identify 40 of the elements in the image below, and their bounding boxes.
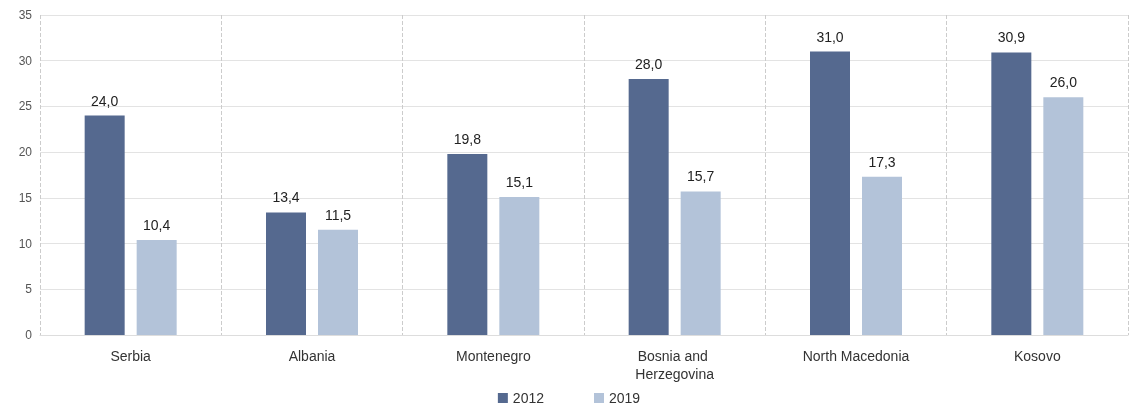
bar [136,239,177,335]
y-tick-label: 0 [25,328,33,342]
bar [628,79,669,335]
bar [266,212,306,335]
y-tick-label: 25 [18,99,33,114]
y-tick-label: 20 [18,145,33,160]
x-tick-label: Bosnia and Herzegovina [635,348,715,382]
data-label: 30,9 [997,29,1026,46]
x-tick-label: North Macedonia [802,348,910,364]
bar [447,153,488,335]
bar [680,191,721,335]
bar [84,115,125,335]
bar [499,196,540,335]
data-label: 31,0 [816,28,844,45]
data-label: 19,8 [453,130,482,147]
y-tick-label: 10 [18,236,33,251]
bar [810,51,850,335]
data-label: 13,4 [272,189,300,206]
y-tick-label: 15 [18,190,33,205]
y-tick-label: 5 [25,282,33,297]
data-label: 11,5 [324,206,352,223]
y-tick-label: 30 [18,53,33,68]
x-tick-label: Montenegro [455,348,531,364]
data-label: 17,3 [868,153,896,170]
x-tick-label: Kosovo [1013,348,1061,364]
bar [991,52,1032,335]
y-tick-label: 35 [18,8,33,22]
x-tick-label: Serbia [110,348,152,364]
data-label: 15,1 [505,173,534,190]
data-label: 26,0 [1049,74,1078,91]
data-label: 24,0 [91,92,119,109]
bar [318,229,358,335]
bar [862,176,902,335]
legend-label: 2012 [512,390,545,406]
bar [1043,97,1084,335]
x-tick-label: Albania [288,348,336,364]
legend-label: 2019 [609,390,641,406]
data-label: 28,0 [635,56,663,72]
data-label: 10,4 [143,216,171,233]
data-label: 15,7 [687,168,715,185]
